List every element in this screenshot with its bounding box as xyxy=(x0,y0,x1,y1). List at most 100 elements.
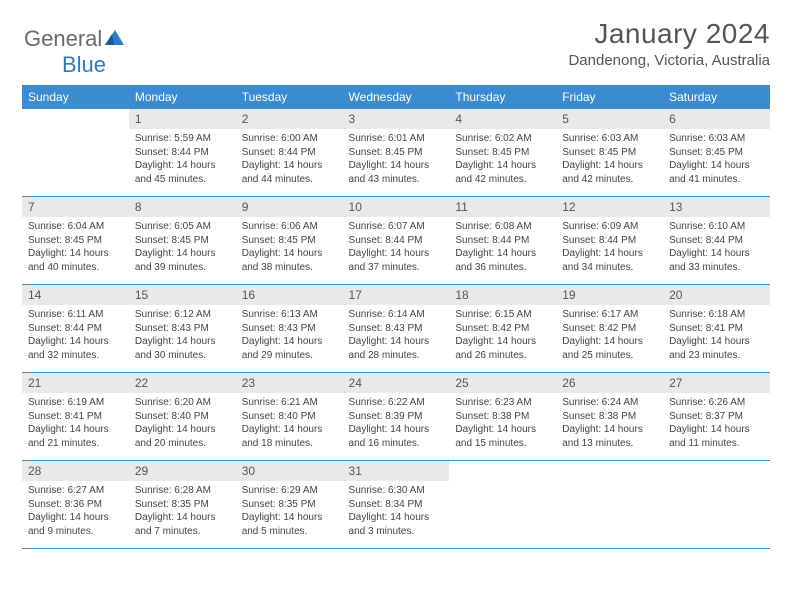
sunset-text: Sunset: 8:41 PM xyxy=(669,322,764,336)
day-header-wed: Wednesday xyxy=(343,85,450,109)
day-details xyxy=(556,483,663,545)
day-details: Sunrise: 6:21 AMSunset: 8:40 PMDaylight:… xyxy=(236,393,343,460)
day-number: 6 xyxy=(663,109,770,129)
calendar-cell: 9Sunrise: 6:06 AMSunset: 8:45 PMDaylight… xyxy=(236,197,343,285)
day-number: 24 xyxy=(343,373,450,393)
day-number xyxy=(22,109,129,131)
calendar-week: 1Sunrise: 5:59 AMSunset: 8:44 PMDaylight… xyxy=(22,109,770,197)
day-header-row: Sunday Monday Tuesday Wednesday Thursday… xyxy=(22,85,770,109)
day-number: 31 xyxy=(343,461,450,481)
calendar-cell: 1Sunrise: 5:59 AMSunset: 8:44 PMDaylight… xyxy=(129,109,236,197)
sunset-text: Sunset: 8:43 PM xyxy=(242,322,337,336)
day-header-fri: Friday xyxy=(556,85,663,109)
sunset-text: Sunset: 8:42 PM xyxy=(562,322,657,336)
calendar-cell xyxy=(22,109,129,197)
sunrise-text: Sunrise: 6:04 AM xyxy=(28,220,123,234)
sunrise-text: Sunrise: 6:18 AM xyxy=(669,308,764,322)
day-number: 26 xyxy=(556,373,663,393)
day-number: 13 xyxy=(663,197,770,217)
day-details: Sunrise: 6:13 AMSunset: 8:43 PMDaylight:… xyxy=(236,305,343,372)
day-number: 15 xyxy=(129,285,236,305)
calendar-cell: 23Sunrise: 6:21 AMSunset: 8:40 PMDayligh… xyxy=(236,373,343,461)
daylight-text: Daylight: 14 hours and 44 minutes. xyxy=(242,159,337,186)
sunrise-text: Sunrise: 6:03 AM xyxy=(669,132,764,146)
daylight-text: Daylight: 14 hours and 28 minutes. xyxy=(349,335,444,362)
calendar-cell: 26Sunrise: 6:24 AMSunset: 8:38 PMDayligh… xyxy=(556,373,663,461)
sunset-text: Sunset: 8:44 PM xyxy=(135,146,230,160)
day-number: 9 xyxy=(236,197,343,217)
sunrise-text: Sunrise: 6:21 AM xyxy=(242,396,337,410)
sunset-text: Sunset: 8:39 PM xyxy=(349,410,444,424)
day-number: 27 xyxy=(663,373,770,393)
calendar-cell: 13Sunrise: 6:10 AMSunset: 8:44 PMDayligh… xyxy=(663,197,770,285)
day-number: 29 xyxy=(129,461,236,481)
calendar-cell: 29Sunrise: 6:28 AMSunset: 8:35 PMDayligh… xyxy=(129,461,236,549)
calendar-week: 7Sunrise: 6:04 AMSunset: 8:45 PMDaylight… xyxy=(22,197,770,285)
calendar-cell: 25Sunrise: 6:23 AMSunset: 8:38 PMDayligh… xyxy=(449,373,556,461)
day-number: 19 xyxy=(556,285,663,305)
sunrise-text: Sunrise: 6:13 AM xyxy=(242,308,337,322)
title-block: January 2024 Dandenong, Victoria, Austra… xyxy=(568,18,770,69)
sunset-text: Sunset: 8:42 PM xyxy=(455,322,550,336)
sunset-text: Sunset: 8:44 PM xyxy=(669,234,764,248)
calendar-week: 21Sunrise: 6:19 AMSunset: 8:41 PMDayligh… xyxy=(22,373,770,461)
sunset-text: Sunset: 8:35 PM xyxy=(135,498,230,512)
daylight-text: Daylight: 14 hours and 40 minutes. xyxy=(28,247,123,274)
day-number: 7 xyxy=(22,197,129,217)
daylight-text: Daylight: 14 hours and 18 minutes. xyxy=(242,423,337,450)
day-details: Sunrise: 6:02 AMSunset: 8:45 PMDaylight:… xyxy=(449,129,556,196)
sunset-text: Sunset: 8:40 PM xyxy=(242,410,337,424)
day-number: 17 xyxy=(343,285,450,305)
daylight-text: Daylight: 14 hours and 42 minutes. xyxy=(562,159,657,186)
sunrise-text: Sunrise: 6:19 AM xyxy=(28,396,123,410)
day-number: 14 xyxy=(22,285,129,305)
day-details: Sunrise: 6:22 AMSunset: 8:39 PMDaylight:… xyxy=(343,393,450,460)
calendar-cell: 22Sunrise: 6:20 AMSunset: 8:40 PMDayligh… xyxy=(129,373,236,461)
day-details xyxy=(449,483,556,545)
sunset-text: Sunset: 8:44 PM xyxy=(455,234,550,248)
daylight-text: Daylight: 14 hours and 42 minutes. xyxy=(455,159,550,186)
day-details: Sunrise: 5:59 AMSunset: 8:44 PMDaylight:… xyxy=(129,129,236,196)
sunset-text: Sunset: 8:45 PM xyxy=(135,234,230,248)
calendar-cell: 19Sunrise: 6:17 AMSunset: 8:42 PMDayligh… xyxy=(556,285,663,373)
daylight-text: Daylight: 14 hours and 39 minutes. xyxy=(135,247,230,274)
daylight-text: Daylight: 14 hours and 25 minutes. xyxy=(562,335,657,362)
day-details: Sunrise: 6:11 AMSunset: 8:44 PMDaylight:… xyxy=(22,305,129,372)
day-details: Sunrise: 6:15 AMSunset: 8:42 PMDaylight:… xyxy=(449,305,556,372)
day-number: 21 xyxy=(22,373,129,393)
calendar-cell: 11Sunrise: 6:08 AMSunset: 8:44 PMDayligh… xyxy=(449,197,556,285)
daylight-text: Daylight: 14 hours and 7 minutes. xyxy=(135,511,230,538)
calendar-cell: 7Sunrise: 6:04 AMSunset: 8:45 PMDaylight… xyxy=(22,197,129,285)
day-details: Sunrise: 6:20 AMSunset: 8:40 PMDaylight:… xyxy=(129,393,236,460)
day-number: 11 xyxy=(449,197,556,217)
sunrise-text: Sunrise: 6:11 AM xyxy=(28,308,123,322)
calendar-cell: 18Sunrise: 6:15 AMSunset: 8:42 PMDayligh… xyxy=(449,285,556,373)
calendar-cell xyxy=(449,461,556,549)
daylight-text: Daylight: 14 hours and 34 minutes. xyxy=(562,247,657,274)
sunset-text: Sunset: 8:40 PM xyxy=(135,410,230,424)
sunset-text: Sunset: 8:37 PM xyxy=(669,410,764,424)
day-number: 2 xyxy=(236,109,343,129)
day-details: Sunrise: 6:09 AMSunset: 8:44 PMDaylight:… xyxy=(556,217,663,284)
day-details: Sunrise: 6:17 AMSunset: 8:42 PMDaylight:… xyxy=(556,305,663,372)
calendar-cell: 4Sunrise: 6:02 AMSunset: 8:45 PMDaylight… xyxy=(449,109,556,197)
day-details: Sunrise: 6:03 AMSunset: 8:45 PMDaylight:… xyxy=(556,129,663,196)
day-details: Sunrise: 6:05 AMSunset: 8:45 PMDaylight:… xyxy=(129,217,236,284)
calendar-cell: 14Sunrise: 6:11 AMSunset: 8:44 PMDayligh… xyxy=(22,285,129,373)
day-details: Sunrise: 6:12 AMSunset: 8:43 PMDaylight:… xyxy=(129,305,236,372)
sunset-text: Sunset: 8:38 PM xyxy=(562,410,657,424)
day-details: Sunrise: 6:23 AMSunset: 8:38 PMDaylight:… xyxy=(449,393,556,460)
day-details xyxy=(663,483,770,545)
sunrise-text: Sunrise: 6:07 AM xyxy=(349,220,444,234)
daylight-text: Daylight: 14 hours and 36 minutes. xyxy=(455,247,550,274)
calendar-cell: 27Sunrise: 6:26 AMSunset: 8:37 PMDayligh… xyxy=(663,373,770,461)
sunset-text: Sunset: 8:41 PM xyxy=(28,410,123,424)
day-details: Sunrise: 6:30 AMSunset: 8:34 PMDaylight:… xyxy=(343,481,450,548)
sunset-text: Sunset: 8:45 PM xyxy=(562,146,657,160)
daylight-text: Daylight: 14 hours and 21 minutes. xyxy=(28,423,123,450)
sunset-text: Sunset: 8:38 PM xyxy=(455,410,550,424)
sunrise-text: Sunrise: 6:10 AM xyxy=(669,220,764,234)
day-details: Sunrise: 6:24 AMSunset: 8:38 PMDaylight:… xyxy=(556,393,663,460)
sunset-text: Sunset: 8:44 PM xyxy=(242,146,337,160)
sunrise-text: Sunrise: 6:12 AM xyxy=(135,308,230,322)
